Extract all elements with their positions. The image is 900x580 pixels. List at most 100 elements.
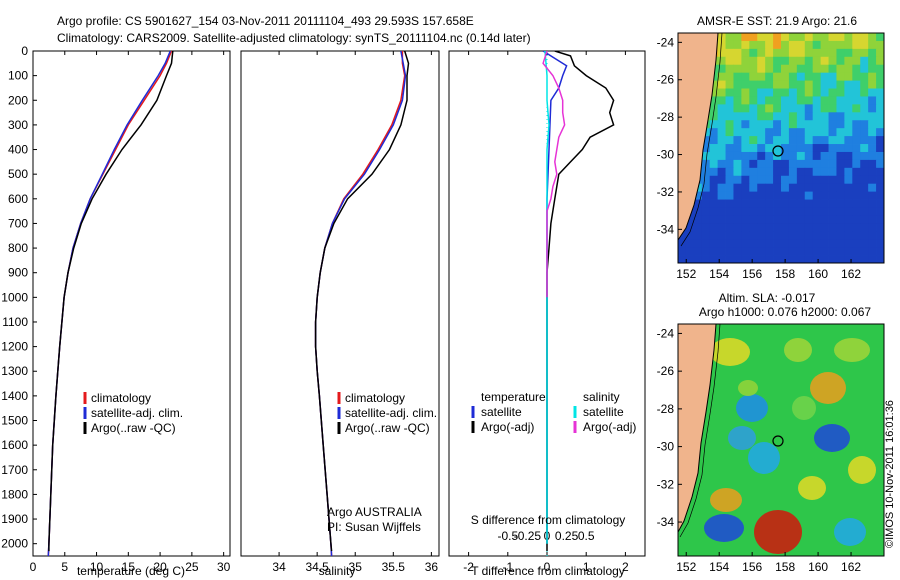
sst-cell xyxy=(781,120,790,129)
series-line-t-argo xyxy=(546,51,615,552)
sst-cell xyxy=(773,128,782,137)
sst-cell xyxy=(812,215,822,224)
sst-cell xyxy=(812,72,822,81)
sst-cell xyxy=(717,207,726,216)
sst-cell xyxy=(709,144,719,153)
sla-map-frame xyxy=(677,323,885,557)
sst-cell xyxy=(868,183,877,193)
sst-cell xyxy=(733,159,742,169)
series-line-satellite xyxy=(314,51,407,556)
sst-cell xyxy=(796,207,806,216)
sst-cell xyxy=(828,136,837,145)
sst-cell xyxy=(844,80,853,89)
sst-cell xyxy=(876,120,884,129)
depth-tick-label: 1100 xyxy=(2,315,28,329)
depth-axis: 0 100 200 300 400 500 600 700 800 900 1000 1100 1200… xyxy=(1,44,37,551)
x-tick-label: 15 xyxy=(122,560,136,574)
lat-tick-label: -30 xyxy=(657,440,675,454)
sst-cell xyxy=(812,247,822,256)
sst-cell xyxy=(781,72,790,81)
sla-blob xyxy=(848,456,876,484)
sst-cell xyxy=(876,112,884,121)
sst-cell xyxy=(788,144,798,153)
legend-label-s-argo: Argo(-adj) xyxy=(583,420,636,434)
sst-cell xyxy=(860,96,869,105)
sst-cell xyxy=(709,88,719,97)
sst-cell xyxy=(852,159,861,169)
sst-cell xyxy=(733,175,742,185)
sst-cell xyxy=(828,120,837,129)
sst-cell xyxy=(836,80,845,89)
land-mass xyxy=(678,33,719,241)
sst-cell xyxy=(788,175,798,185)
sst-cell xyxy=(844,167,853,177)
sst-cell xyxy=(860,48,869,58)
sst-cell xyxy=(749,48,758,58)
sst-cell xyxy=(733,64,742,74)
sst-cell xyxy=(749,223,758,232)
sst-cell xyxy=(812,40,822,50)
sst-cell xyxy=(749,207,758,216)
sst-cell xyxy=(781,56,790,66)
sst-cell xyxy=(773,247,782,256)
sst-cell xyxy=(781,151,790,161)
sst-cell xyxy=(876,231,884,240)
sst-cell xyxy=(860,104,869,113)
sst-cell xyxy=(868,33,877,42)
x-tick-label: 10 xyxy=(90,560,104,574)
legend-label-s-satellite: satellite xyxy=(583,405,624,419)
sst-cell xyxy=(844,120,853,129)
difference-legend: temperature satellite Argo(-adj) salinit… xyxy=(471,390,636,434)
sst-cell xyxy=(749,96,758,105)
sst-cell xyxy=(852,120,861,129)
sst-cell xyxy=(773,88,782,97)
sst-cell xyxy=(796,40,806,50)
sst-cell xyxy=(868,120,877,129)
sst-cell xyxy=(733,112,742,121)
sst-cell xyxy=(868,104,877,113)
lon-tick-label: 158 xyxy=(775,560,795,574)
sst-cell xyxy=(685,223,695,232)
sla-blob xyxy=(810,372,846,404)
sst-cell xyxy=(725,199,734,208)
sst-cell xyxy=(812,96,822,105)
sst-cell xyxy=(844,151,853,161)
sst-cell xyxy=(749,239,758,248)
sst-cell xyxy=(733,247,742,256)
sst-cell xyxy=(725,191,734,200)
sst-cell xyxy=(812,56,822,66)
sst-cell xyxy=(749,175,758,185)
sst-cell xyxy=(828,159,837,169)
sst-cell xyxy=(757,207,766,216)
sst-cell xyxy=(860,207,869,216)
lat-tick-label: -34 xyxy=(657,515,675,529)
sst-cell xyxy=(749,88,758,97)
sst-cell xyxy=(773,159,782,169)
sst-cell xyxy=(781,96,790,105)
sst-cell xyxy=(709,104,719,113)
sst-cell xyxy=(685,231,695,240)
sst-cell xyxy=(733,72,742,81)
sst-cell xyxy=(725,40,734,50)
sst-cell xyxy=(701,255,711,263)
legend-label-argo: Argo(..raw -QC) xyxy=(91,421,176,435)
sst-cell xyxy=(788,247,798,256)
sla-blob xyxy=(784,338,812,362)
sst-cell xyxy=(701,191,711,200)
sst-cell xyxy=(836,72,845,81)
sst-cell xyxy=(860,215,869,224)
sla-blob xyxy=(710,338,750,366)
sst-cell xyxy=(804,223,814,232)
sst-cell xyxy=(701,247,711,256)
sst-cell xyxy=(678,231,687,240)
sst-cell xyxy=(741,104,750,113)
sst-cell xyxy=(773,136,782,145)
sst-cell xyxy=(757,136,766,145)
sst-cell xyxy=(876,247,884,256)
sst-cell xyxy=(741,96,750,105)
sst-cell xyxy=(741,199,750,208)
sst-cell xyxy=(717,56,726,66)
sst-cell xyxy=(781,175,790,185)
temperature-legend: climatology satellite-adj. clim. Argo(..… xyxy=(83,391,183,435)
sst-cell xyxy=(796,223,806,232)
